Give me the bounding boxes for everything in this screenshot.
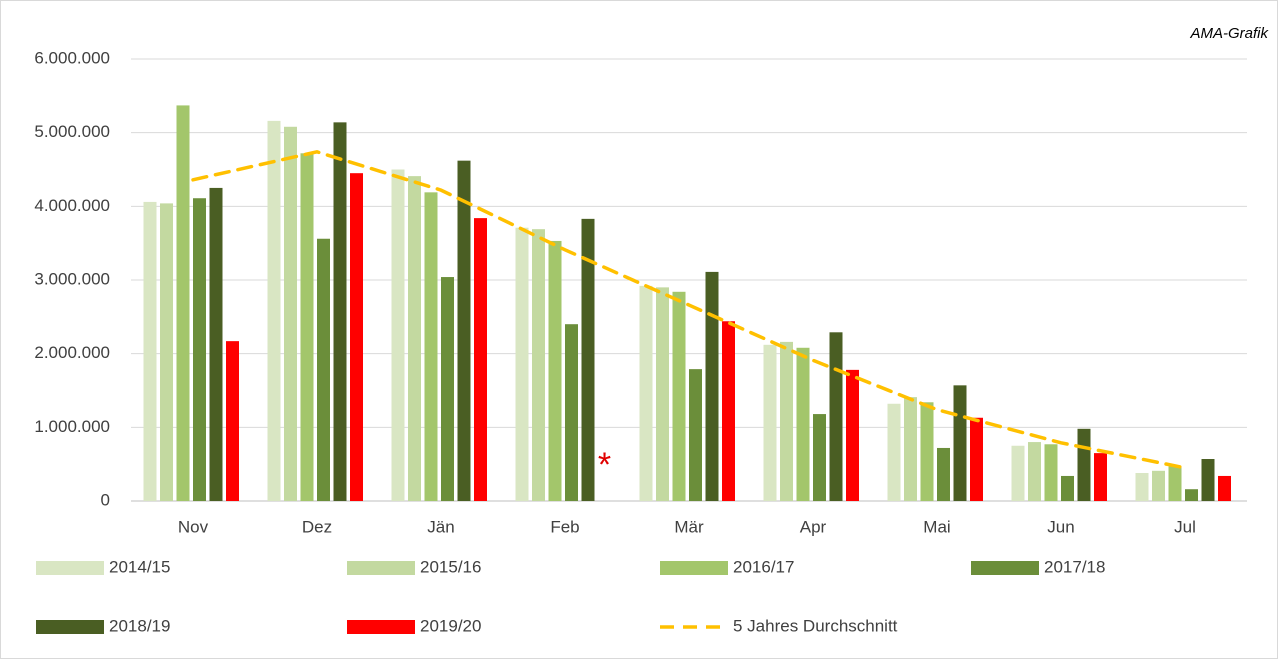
bar <box>656 287 669 501</box>
bar <box>532 229 545 502</box>
x-tick-label: Apr <box>800 517 827 536</box>
annotation: * <box>598 446 611 484</box>
bar <box>441 277 454 501</box>
bar <box>300 153 314 501</box>
bar <box>333 122 347 501</box>
bar <box>474 218 487 501</box>
bar <box>143 201 157 501</box>
bar <box>408 176 421 501</box>
legend-swatch <box>660 561 728 575</box>
legend-swatch <box>347 561 415 575</box>
bar <box>780 341 793 501</box>
y-tick-label: 0 <box>101 490 110 509</box>
y-tick-label: 2.000.000 <box>34 343 110 362</box>
x-tick-label: Dez <box>302 517 332 536</box>
y-tick-label: 6.000.000 <box>34 48 110 67</box>
x-tick-label: Jun <box>1047 517 1074 536</box>
bar <box>317 238 330 501</box>
x-tick-label: Feb <box>550 517 579 536</box>
bar <box>1094 453 1107 501</box>
legend-swatch <box>971 561 1039 575</box>
bar <box>705 271 719 501</box>
bar <box>813 414 826 501</box>
y-tick-label: 4.000.000 <box>34 196 110 215</box>
bar <box>1011 445 1025 501</box>
x-tick-label: Jän <box>427 517 454 536</box>
bar <box>350 173 363 501</box>
bar <box>672 291 686 501</box>
y-tick-label: 3.000.000 <box>34 269 110 288</box>
bar <box>1152 470 1165 501</box>
y-tick-label: 5.000.000 <box>34 122 110 141</box>
legend-swatch <box>347 620 415 634</box>
bar <box>1185 489 1198 501</box>
bar <box>937 447 950 501</box>
x-tick-label: Mär <box>674 517 704 536</box>
bar <box>226 341 239 501</box>
bar <box>953 385 967 501</box>
bar <box>565 324 578 501</box>
bar <box>1044 444 1058 501</box>
legend-label: 2018/19 <box>109 616 170 635</box>
bar <box>1077 428 1091 501</box>
bar <box>639 285 653 501</box>
bar <box>424 192 438 501</box>
source-note: AMA-Grafik <box>1189 25 1269 42</box>
bar <box>904 397 917 501</box>
legend-label: 5 Jahres Durchschnitt <box>733 616 898 635</box>
bar <box>887 403 901 501</box>
x-tick-label: Jul <box>1174 517 1196 536</box>
legend-label: 2016/17 <box>733 557 794 576</box>
bar <box>970 417 983 501</box>
bar <box>515 227 529 502</box>
bar <box>581 218 595 501</box>
bar <box>457 160 471 501</box>
bar <box>1201 459 1215 501</box>
bar <box>176 105 190 501</box>
legend-label: 2019/20 <box>420 616 481 635</box>
bar <box>796 347 810 501</box>
legend-swatch <box>36 620 104 634</box>
x-tick-label: Mai <box>923 517 950 536</box>
bar <box>1028 442 1041 501</box>
bar <box>160 203 173 502</box>
legend-label: 2015/16 <box>420 557 481 576</box>
bar <box>722 321 735 501</box>
bar <box>1135 473 1149 501</box>
legend-label: 2014/15 <box>109 557 170 576</box>
bar <box>548 240 562 501</box>
bar <box>267 120 281 501</box>
average-line <box>191 150 1187 470</box>
y-tick-label: 1.000.000 <box>34 417 110 436</box>
bar <box>209 187 223 501</box>
legend-swatch <box>36 561 104 575</box>
bar <box>689 369 702 501</box>
bar <box>1061 475 1074 501</box>
bar <box>1218 475 1231 501</box>
bar <box>1168 466 1182 501</box>
bar <box>763 344 777 501</box>
bar <box>846 369 859 501</box>
bar <box>920 402 934 501</box>
bar <box>284 126 297 502</box>
bar <box>193 198 206 502</box>
bar <box>391 169 405 501</box>
x-tick-label: Nov <box>178 517 209 536</box>
bar <box>829 332 843 501</box>
legend-label: 2017/18 <box>1044 557 1105 576</box>
